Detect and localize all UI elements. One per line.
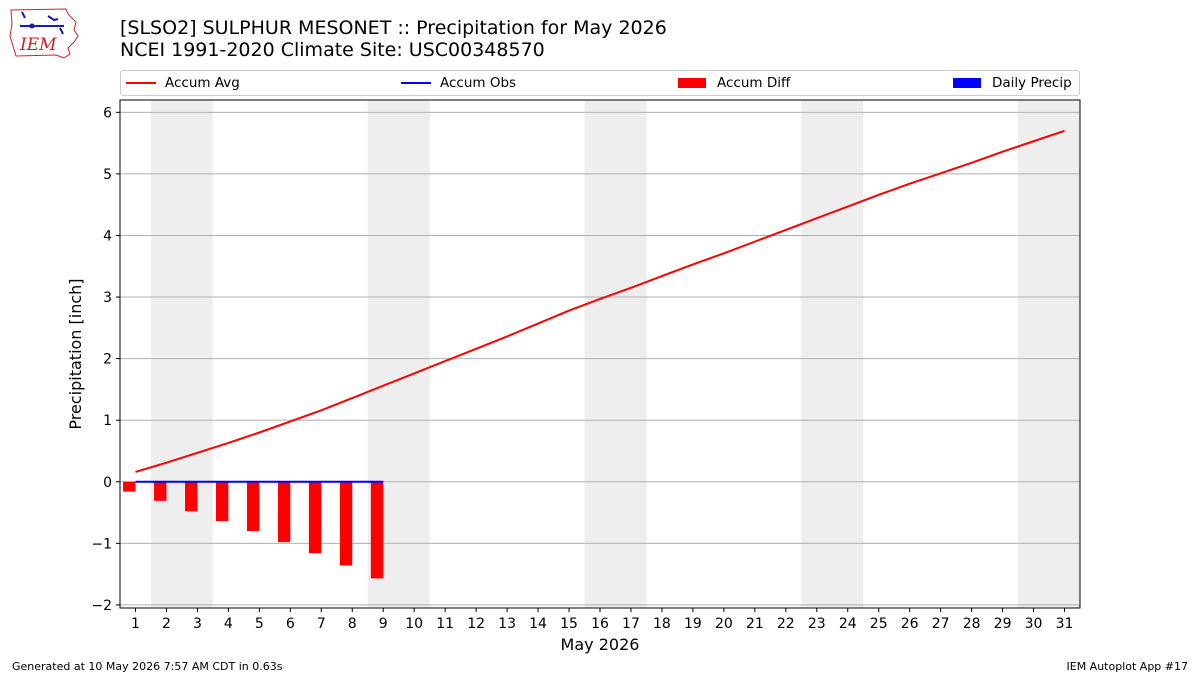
accum-diff-bar [308, 481, 322, 554]
x-tick-label: 16 [591, 616, 609, 632]
x-tick-label: 23 [808, 616, 826, 632]
chart-subtitle: NCEI 1991-2020 Climate Site: USC00348570 [120, 39, 545, 61]
x-tick-label: 5 [255, 616, 264, 632]
x-tick-label: 4 [224, 616, 233, 632]
legend-swatch-accum-diff [678, 78, 706, 88]
x-tick-label: 2 [162, 616, 171, 632]
x-tick-label: 27 [932, 616, 950, 632]
weather-station-dot [29, 23, 35, 29]
legend-label-accum-diff: Accum Diff [717, 75, 791, 91]
accum-diff-bar [185, 481, 198, 512]
iem-logo: IEM [9, 8, 79, 59]
accum-diff-bar [123, 481, 136, 492]
legend-swatch-accum-avg [126, 82, 156, 84]
x-tick-label: 20 [715, 616, 733, 632]
x-tick-label: 31 [1056, 616, 1074, 632]
y-tick-label: 1 [103, 413, 112, 429]
x-tick-label: 29 [994, 616, 1012, 632]
x-tick-label: 13 [498, 616, 516, 632]
iowa-outline-shape [9, 8, 79, 59]
accum-avg-line [135, 129, 1065, 473]
legend-label-daily-precip: Daily Precip [992, 75, 1072, 91]
x-tick-label: 3 [193, 616, 202, 632]
y-tick-label: −2 [91, 598, 112, 614]
x-tick-label: 19 [684, 616, 702, 632]
chart-title: [SLSO2] SULPHUR MESONET :: Precipitation… [120, 17, 667, 39]
legend-item-daily-precip: Daily Precip [953, 71, 1072, 95]
weather-symbol-shape [20, 11, 64, 35]
x-tick-label: 11 [436, 616, 454, 632]
lines [135, 129, 1065, 483]
y-tick-label: 6 [103, 105, 112, 121]
x-tick-label: 24 [839, 616, 857, 632]
x-tick-label: 8 [348, 616, 357, 632]
x-tick-label: 28 [963, 616, 981, 632]
y-tick-label: −1 [91, 536, 112, 552]
accum-diff-bar [216, 481, 229, 522]
x-tick-label: 9 [379, 616, 388, 632]
y-tick-label: 4 [103, 228, 112, 244]
accum-diff-bar [370, 481, 384, 579]
y-tick-label: 3 [103, 290, 112, 306]
iem-logo-text: IEM [19, 35, 57, 55]
legend-swatch-accum-obs [401, 82, 431, 84]
accum-diff-bar [154, 481, 167, 501]
y-tick-label: 5 [103, 167, 112, 183]
gridlines [120, 111, 1080, 606]
x-tick-label: 22 [777, 616, 795, 632]
legend-item-accum-diff: Accum Diff [678, 71, 790, 95]
footer-generated-text: Generated at 10 May 2026 7:57 AM CDT in … [12, 660, 283, 673]
legend-label-accum-obs: Accum Obs [440, 75, 517, 91]
y-axis-label: Precipitation [inch] [66, 278, 85, 429]
y-tick-label: 0 [103, 475, 112, 491]
x-tick-label: 15 [560, 616, 578, 632]
legend-label-accum-avg: Accum Avg [165, 75, 240, 91]
accum-diff-bar [246, 481, 260, 532]
x-tick-label: 14 [529, 616, 547, 632]
accum-diff-bar [277, 481, 291, 543]
weekend-shade-band [150, 100, 213, 608]
footer-app-text: IEM Autoplot App #17 [1066, 660, 1189, 673]
bars [123, 481, 384, 579]
chart-legend: Accum Avg Accum Obs Accum Diff Daily Pre… [120, 70, 1080, 96]
x-tick-label: 21 [746, 616, 764, 632]
legend-swatch-daily-precip [953, 78, 981, 88]
x-tick-label: 25 [870, 616, 888, 632]
x-tick-label: 7 [317, 616, 326, 632]
weekend-shade-band [584, 100, 647, 608]
weekend-shade-band [801, 100, 864, 608]
x-tick-label: 12 [467, 616, 485, 632]
accum-diff-bar [339, 481, 353, 566]
x-tick-label: 30 [1025, 616, 1043, 632]
x-tick-label: 17 [622, 616, 640, 632]
x-tick-label: 18 [653, 616, 671, 632]
x-tick-label: 6 [286, 616, 295, 632]
x-axis-label: May 2026 [561, 635, 640, 654]
y-tick-label: 2 [103, 352, 112, 368]
x-tick-label: 10 [405, 616, 423, 632]
legend-item-accum-avg: Accum Avg [126, 71, 240, 95]
x-tick-label: 1 [131, 616, 140, 632]
legend-item-accum-obs: Accum Obs [401, 71, 516, 95]
weekend-shade-band [1018, 100, 1080, 608]
x-tick-label: 26 [901, 616, 919, 632]
weekend-shading [150, 100, 1080, 608]
